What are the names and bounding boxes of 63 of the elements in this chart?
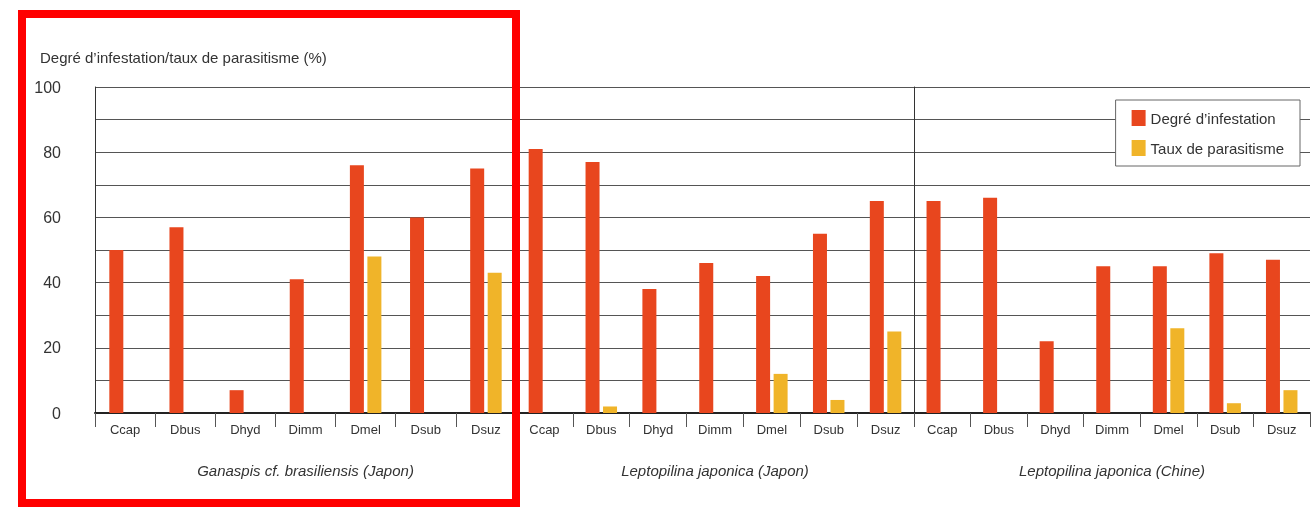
bar <box>487 272 502 413</box>
bar <box>470 168 485 413</box>
x-tick-label: Ccap <box>529 422 560 437</box>
bar <box>109 250 124 413</box>
x-tick-label: Dimm <box>698 422 732 437</box>
bar <box>983 197 998 413</box>
x-tick-label: Dsuz <box>471 422 501 437</box>
y-tick-label: 60 <box>43 208 62 226</box>
bar <box>1226 403 1241 413</box>
x-axis-title: Leptopilina japonica (Chine) <box>1019 462 1205 479</box>
y-tick-label: 20 <box>43 339 62 357</box>
bar <box>1283 390 1298 413</box>
bar <box>349 165 364 413</box>
x-tick-label: Dmel <box>350 422 381 437</box>
bar <box>1170 328 1185 413</box>
bar <box>1209 253 1224 413</box>
x-tick-label: Dmel <box>1153 422 1184 437</box>
x-tick-label: Dimm <box>288 422 323 437</box>
bar <box>926 201 941 413</box>
bar <box>642 289 657 413</box>
legend-label: Taux de parasitisme <box>1150 139 1285 157</box>
bar <box>1039 341 1054 413</box>
bar <box>528 148 543 413</box>
bar <box>169 227 184 413</box>
x-tick-label: Dbus <box>983 422 1015 437</box>
x-axis-title: Ganaspis cf. brasiliensis (Japon) <box>197 462 414 479</box>
bar <box>773 373 788 413</box>
x-tick-label: Dimm <box>1095 422 1129 437</box>
x-tick-label: Dsub <box>410 422 441 437</box>
x-tick-label: Dbus <box>170 422 201 437</box>
x-tick-label: Ccap <box>927 422 958 437</box>
bar <box>585 161 600 413</box>
x-tick-label: Dsub <box>813 422 844 437</box>
bar <box>812 233 827 413</box>
bar <box>1152 266 1167 413</box>
x-tick-label: Dsuz <box>870 422 901 437</box>
bar <box>699 263 714 413</box>
x-axis-title: Leptopilina japonica (Japon) <box>621 462 809 479</box>
y-tick-label: 40 <box>43 274 62 292</box>
y-axis-title: Degré d’infestation/taux de parasitisme (%) <box>40 49 327 66</box>
y-tick-label: 0 <box>52 404 62 422</box>
x-tick-label: Dsub <box>1209 422 1241 437</box>
bar <box>229 390 244 413</box>
y-tick-label: 80 <box>43 143 62 161</box>
y-tick-label: 100 <box>34 78 62 96</box>
x-tick-label: Dbus <box>586 422 617 437</box>
bar <box>1096 266 1111 413</box>
legend-label: Degré d’infestation <box>1150 109 1276 127</box>
x-tick-label: Dsuz <box>1266 422 1297 437</box>
x-tick-label: Dhyd <box>642 422 674 437</box>
bar <box>887 331 902 413</box>
x-tick-label: Dmel <box>756 422 788 437</box>
bar <box>603 406 618 413</box>
x-tick-label: Ccap <box>109 422 141 437</box>
bar <box>869 201 884 413</box>
bar <box>1265 259 1280 413</box>
x-tick-label: Dhyd <box>230 422 261 437</box>
x-tick-label: Dhyd <box>1040 422 1071 437</box>
bar <box>367 256 382 413</box>
bar <box>756 276 771 413</box>
bar <box>410 217 425 413</box>
bar <box>289 279 304 413</box>
bar <box>830 399 845 413</box>
